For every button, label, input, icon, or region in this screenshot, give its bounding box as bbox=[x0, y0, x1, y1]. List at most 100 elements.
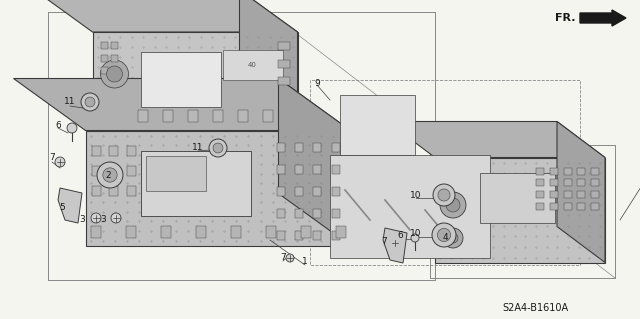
Circle shape bbox=[440, 192, 466, 218]
Circle shape bbox=[106, 66, 122, 82]
Bar bbox=[90, 226, 100, 238]
Bar bbox=[276, 187, 285, 196]
Bar bbox=[92, 186, 100, 196]
Circle shape bbox=[411, 234, 419, 242]
Bar bbox=[550, 203, 557, 210]
Polygon shape bbox=[58, 188, 82, 223]
Circle shape bbox=[213, 143, 223, 153]
Text: 10: 10 bbox=[410, 190, 422, 199]
Bar bbox=[188, 110, 198, 122]
Circle shape bbox=[448, 233, 458, 243]
Bar bbox=[262, 110, 273, 122]
Polygon shape bbox=[330, 155, 490, 258]
Polygon shape bbox=[86, 130, 351, 246]
Bar bbox=[332, 143, 339, 152]
Bar bbox=[278, 42, 289, 50]
Polygon shape bbox=[383, 228, 407, 263]
Circle shape bbox=[446, 198, 460, 212]
Text: FR.: FR. bbox=[554, 13, 575, 23]
Text: 7: 7 bbox=[280, 254, 286, 263]
Circle shape bbox=[103, 168, 117, 182]
Bar bbox=[92, 145, 100, 155]
Polygon shape bbox=[35, 0, 298, 32]
Bar bbox=[92, 166, 100, 175]
Bar bbox=[100, 67, 108, 74]
Text: 11: 11 bbox=[64, 98, 76, 107]
Bar bbox=[332, 165, 339, 174]
Polygon shape bbox=[13, 78, 351, 130]
Bar bbox=[109, 186, 118, 196]
Circle shape bbox=[67, 123, 77, 133]
Bar bbox=[295, 209, 303, 218]
Bar bbox=[100, 42, 108, 49]
Text: 3: 3 bbox=[100, 216, 106, 225]
Bar bbox=[111, 55, 118, 62]
Bar bbox=[195, 226, 205, 238]
Bar bbox=[163, 110, 173, 122]
Text: 6: 6 bbox=[55, 121, 61, 130]
Bar bbox=[161, 226, 170, 238]
Bar bbox=[536, 191, 544, 198]
Circle shape bbox=[437, 228, 451, 241]
Bar bbox=[563, 203, 572, 210]
Bar bbox=[223, 50, 282, 80]
Bar bbox=[313, 187, 321, 196]
Bar bbox=[332, 209, 339, 218]
Bar bbox=[109, 166, 118, 175]
FancyArrow shape bbox=[580, 10, 626, 26]
Circle shape bbox=[91, 213, 101, 223]
Polygon shape bbox=[278, 78, 351, 246]
Bar bbox=[550, 167, 557, 174]
Circle shape bbox=[97, 162, 123, 188]
Bar bbox=[536, 167, 544, 174]
Bar bbox=[278, 77, 289, 85]
Bar bbox=[295, 187, 303, 196]
Text: 3: 3 bbox=[79, 216, 85, 225]
Text: 6: 6 bbox=[397, 232, 403, 241]
Bar bbox=[313, 231, 321, 240]
Bar bbox=[577, 191, 585, 198]
Circle shape bbox=[55, 157, 65, 167]
Polygon shape bbox=[93, 32, 298, 132]
Circle shape bbox=[111, 213, 121, 223]
Bar bbox=[276, 231, 285, 240]
Polygon shape bbox=[435, 158, 605, 263]
Bar bbox=[313, 165, 321, 174]
Text: 7: 7 bbox=[49, 153, 55, 162]
Polygon shape bbox=[387, 122, 605, 158]
Bar bbox=[563, 191, 572, 198]
Bar bbox=[577, 179, 585, 186]
Bar bbox=[141, 52, 221, 107]
Bar bbox=[127, 145, 136, 155]
Bar bbox=[145, 155, 205, 190]
Circle shape bbox=[432, 223, 456, 247]
Bar bbox=[591, 203, 599, 210]
Circle shape bbox=[438, 189, 450, 201]
Circle shape bbox=[286, 254, 294, 262]
Bar bbox=[276, 165, 285, 174]
Bar bbox=[550, 179, 557, 186]
Circle shape bbox=[100, 60, 129, 88]
Polygon shape bbox=[340, 95, 415, 155]
Bar bbox=[313, 209, 321, 218]
Bar bbox=[276, 143, 285, 152]
Bar bbox=[278, 60, 289, 68]
Bar bbox=[295, 231, 303, 240]
Bar bbox=[591, 179, 599, 186]
Bar bbox=[212, 110, 223, 122]
Bar bbox=[109, 145, 118, 155]
Text: 5: 5 bbox=[59, 204, 65, 212]
Text: 11: 11 bbox=[192, 144, 204, 152]
Bar bbox=[591, 167, 599, 174]
Bar bbox=[536, 179, 544, 186]
Text: 10: 10 bbox=[410, 229, 422, 239]
Bar bbox=[536, 203, 544, 210]
Bar bbox=[550, 191, 557, 198]
Bar bbox=[332, 187, 339, 196]
Bar bbox=[111, 42, 118, 49]
Bar bbox=[138, 110, 147, 122]
Bar bbox=[332, 231, 339, 240]
Bar bbox=[127, 186, 136, 196]
Circle shape bbox=[433, 184, 455, 206]
Bar bbox=[141, 151, 250, 216]
